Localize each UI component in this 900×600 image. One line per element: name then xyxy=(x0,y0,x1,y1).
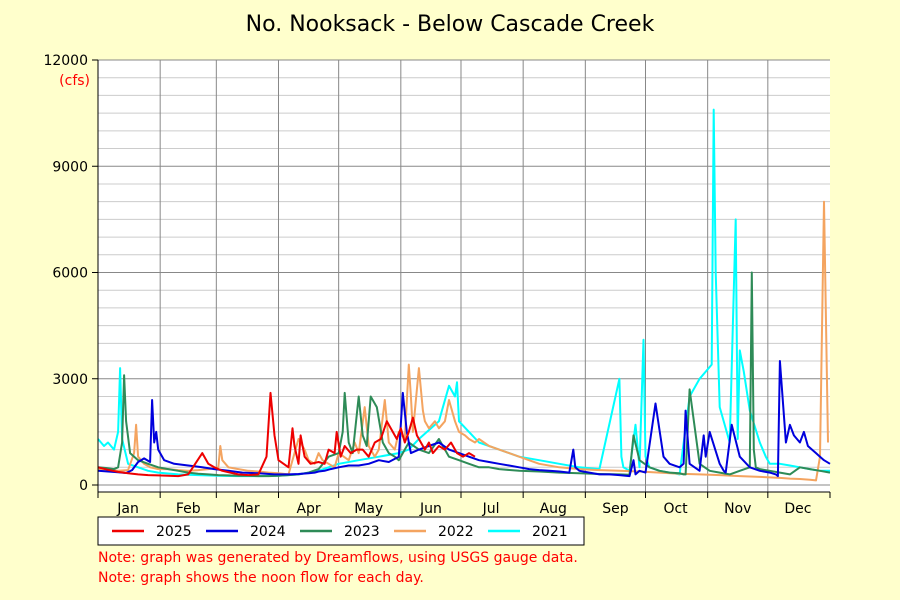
axis-layer: 0 3000 6000 9000 12000 Jan Feb Mar Apr May Jun Jul A… xyxy=(43,53,831,517)
x-tick-label-jul: Jul xyxy=(482,501,500,517)
x-tick-label-mar: Mar xyxy=(233,501,260,517)
grid-layer xyxy=(98,59,830,492)
x-tick-label-feb: Feb xyxy=(176,501,201,517)
series-line-2025 xyxy=(97,391,476,478)
chart-title: No. Nooksack - Below Cascade Creek xyxy=(245,12,655,37)
y-tick-label: 6000 xyxy=(52,266,88,282)
series-line-2021 xyxy=(97,108,830,478)
y-tick-label: 12000 xyxy=(43,53,88,69)
x-tick-label-may: May xyxy=(354,501,383,517)
x-tick-label-dec: Dec xyxy=(784,501,811,517)
series-layer xyxy=(97,108,831,482)
y-axis-unit-label: (cfs) xyxy=(59,73,90,89)
note-noon-flow: Note: graph shows the noon flow for each… xyxy=(98,570,424,586)
x-tick-label-apr: Apr xyxy=(296,501,320,517)
legend-label-2021: 2021 xyxy=(532,524,568,540)
y-tick-label: 0 xyxy=(79,478,88,494)
legend-label-2025: 2025 xyxy=(156,524,192,540)
series-line-2023 xyxy=(97,271,831,478)
legend-label-2024: 2024 xyxy=(250,524,286,540)
x-tick-label-nov: Nov xyxy=(724,501,751,517)
legend: 2025 2024 2023 2022 2021 xyxy=(97,516,585,546)
legend-label-2022: 2022 xyxy=(438,524,474,540)
x-tick-label-jan: Jan xyxy=(116,501,139,517)
y-tick-label: 9000 xyxy=(52,159,88,175)
legend-label-2023: 2023 xyxy=(344,524,380,540)
x-tick-label-oct: Oct xyxy=(663,501,688,517)
x-tick-label-sep: Sep xyxy=(602,501,629,517)
note-data-source: Note: graph was generated by Dreamflows,… xyxy=(98,550,578,566)
y-tick-label: 3000 xyxy=(52,372,88,388)
x-tick-label-aug: Aug xyxy=(540,501,567,517)
x-tick-label-jun: Jun xyxy=(419,501,442,517)
